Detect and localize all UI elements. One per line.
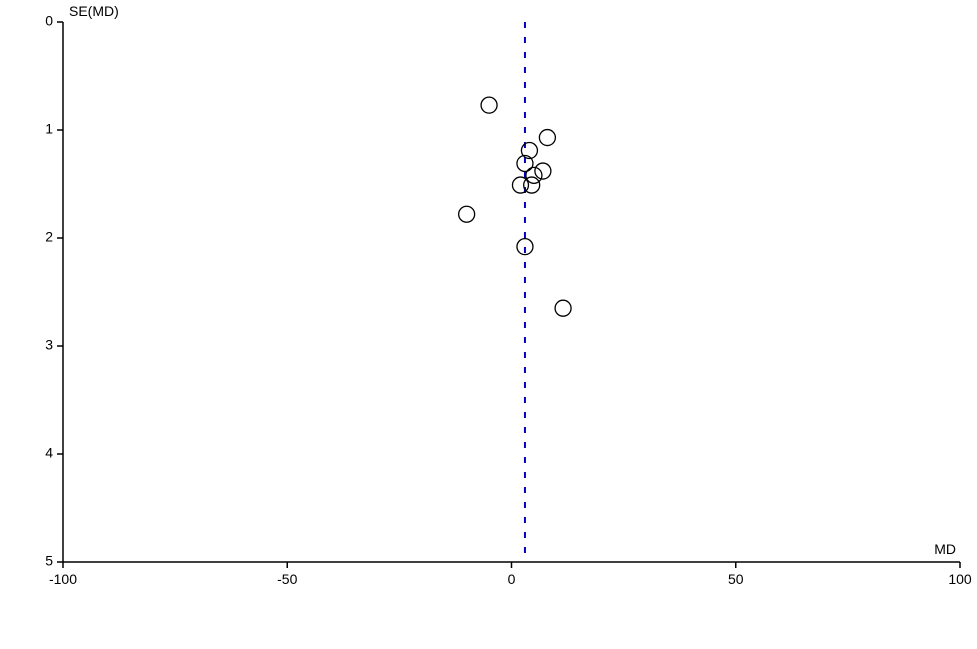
- scatter-point: [555, 300, 571, 316]
- scatter-point: [524, 177, 540, 193]
- scatter-point: [535, 163, 551, 179]
- x-tick-label: 100: [948, 571, 972, 587]
- y-tick-label: 4: [45, 445, 53, 461]
- x-tick-label: -50: [277, 571, 297, 587]
- y-axis-label: SE(MD): [69, 3, 119, 19]
- x-tick-label: -100: [49, 571, 77, 587]
- scatter-point: [481, 97, 497, 113]
- scatter-point: [539, 130, 555, 146]
- y-tick-label: 5: [45, 553, 53, 569]
- y-tick-label: 3: [45, 337, 53, 353]
- scatter-point: [526, 167, 542, 183]
- x-tick-label: 50: [728, 571, 744, 587]
- y-tick-label: 1: [45, 121, 53, 137]
- funnel-plot: 0 1 2 3 4 5 -100 -50 0 50 100 SE(MD) MD: [0, 0, 977, 649]
- y-tick-label: 0: [45, 13, 53, 29]
- scatter-point: [459, 206, 475, 222]
- x-axis-label: MD: [934, 541, 956, 557]
- x-tick-label: 0: [508, 571, 516, 587]
- y-tick-label: 2: [45, 229, 53, 245]
